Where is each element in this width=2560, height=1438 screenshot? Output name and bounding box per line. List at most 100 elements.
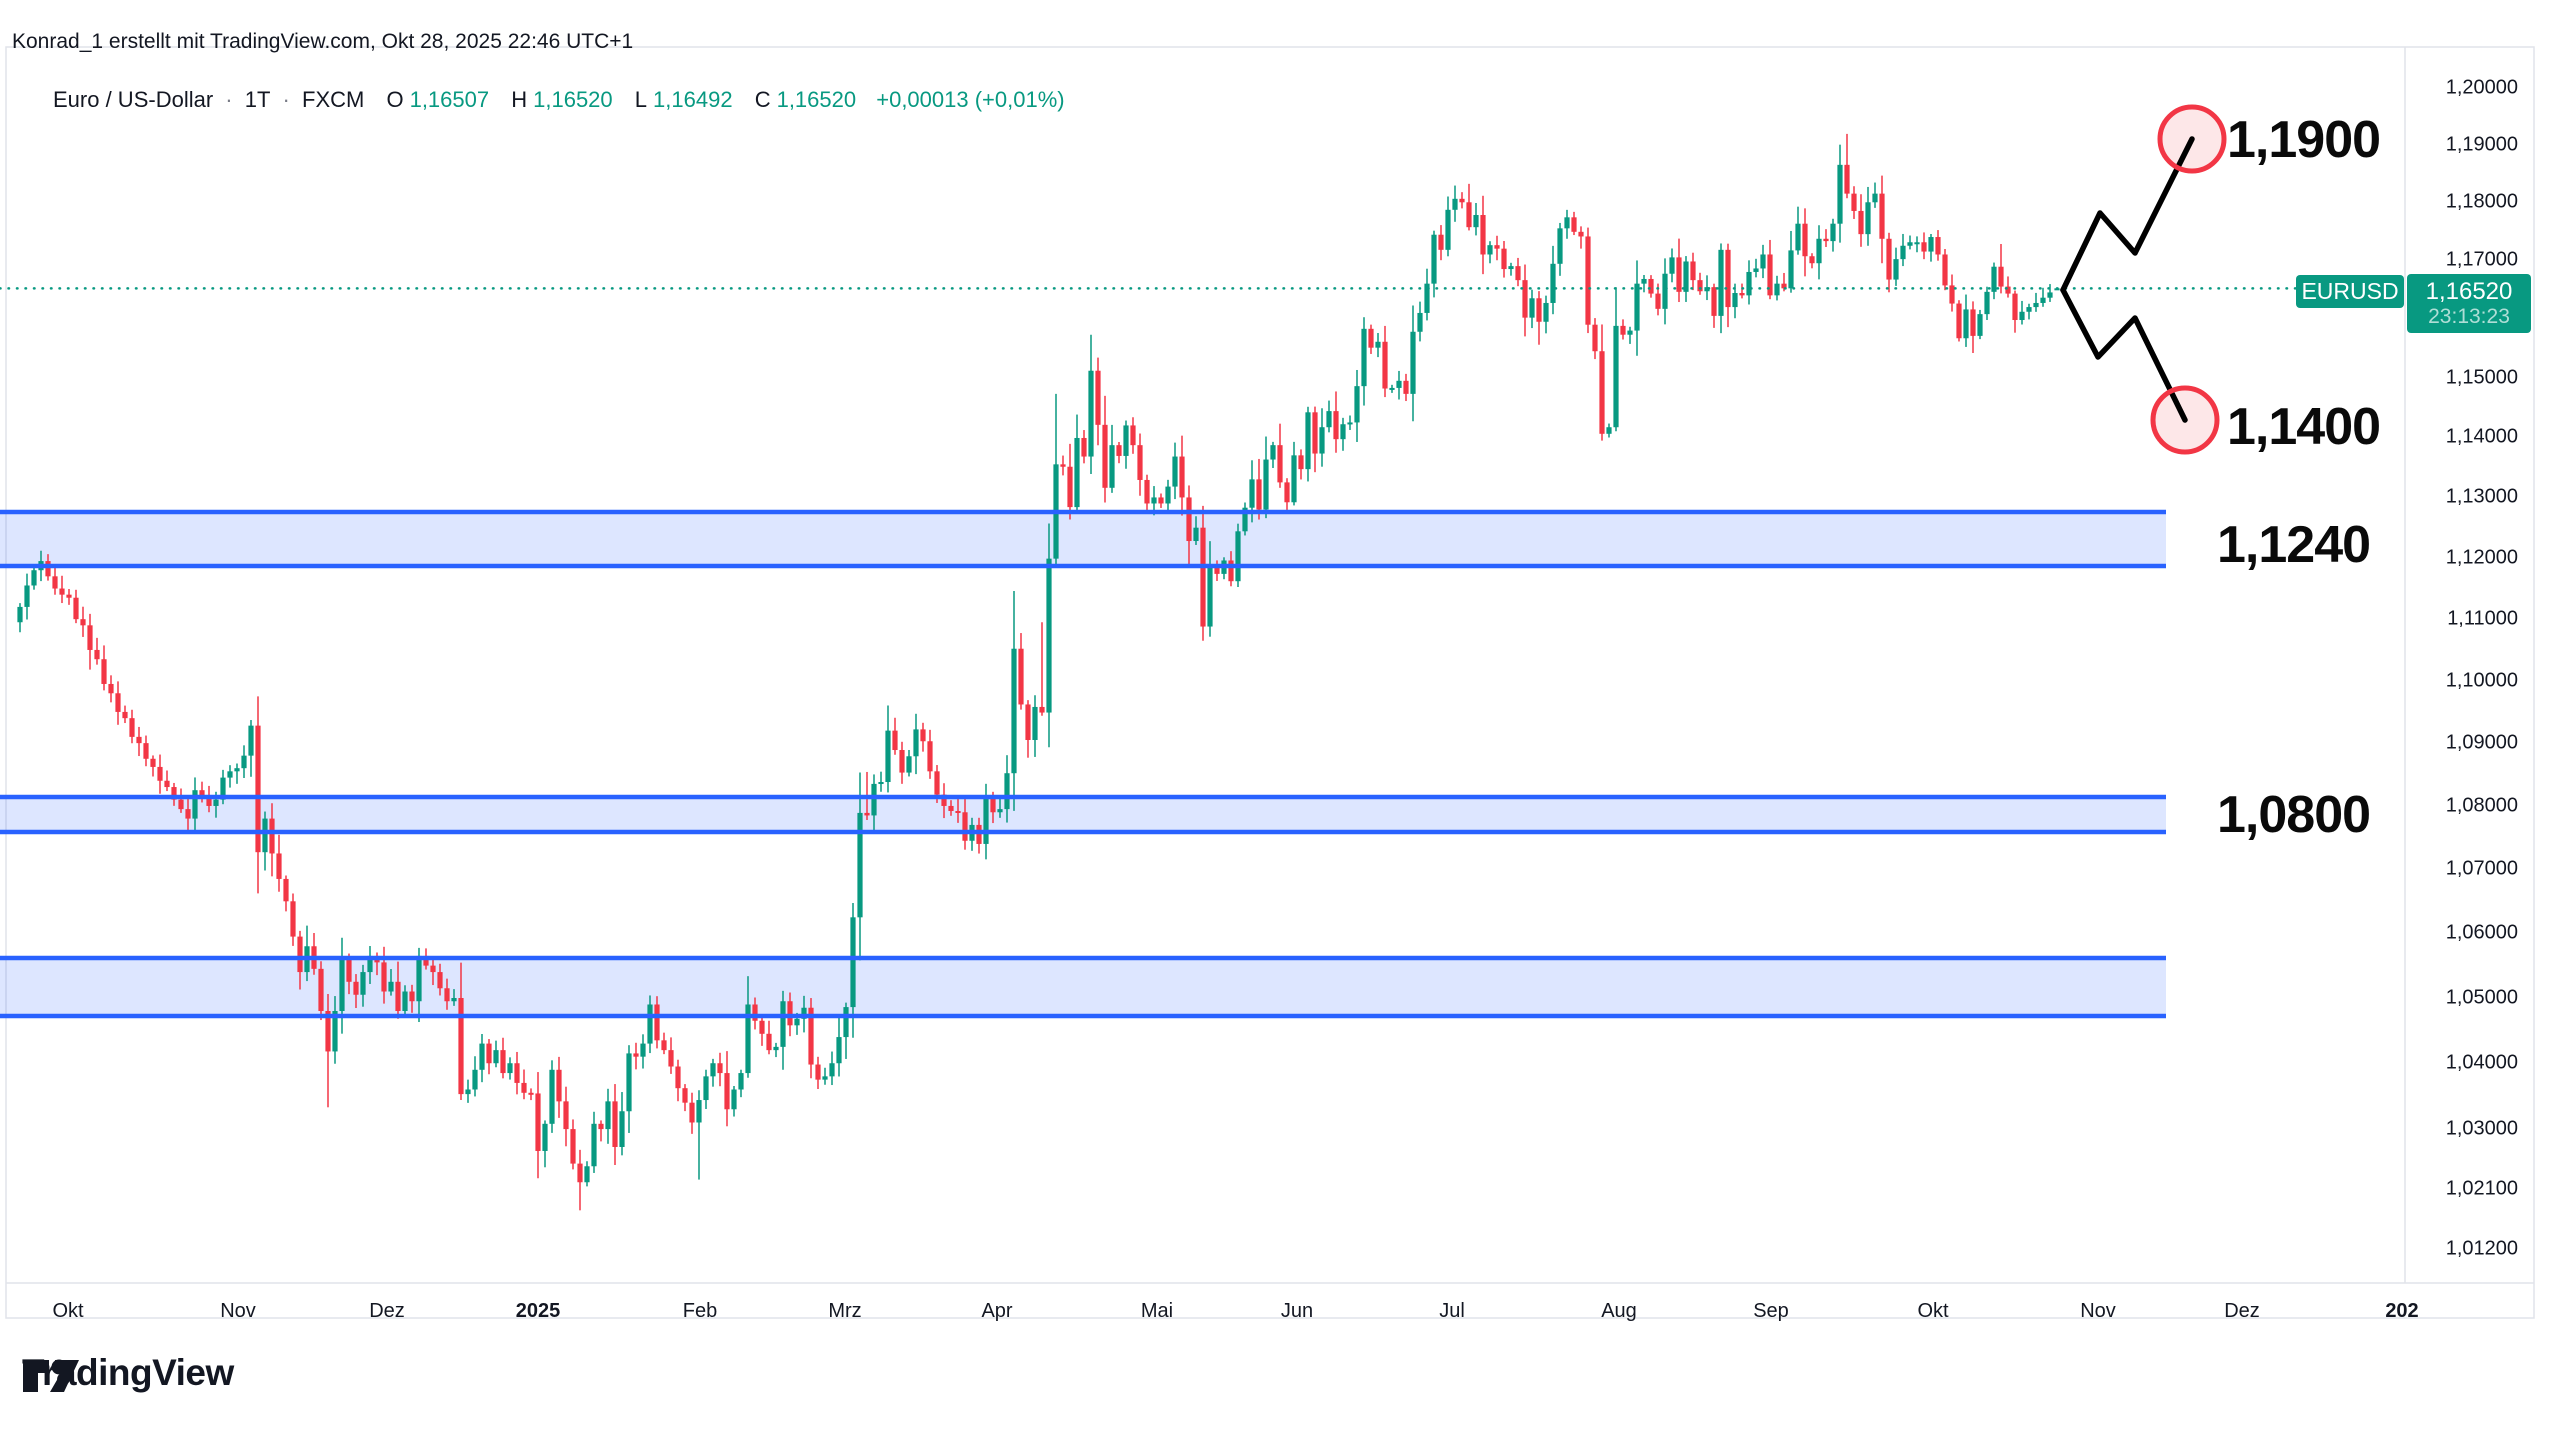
candle: [1165, 486, 1171, 504]
candle: [1305, 412, 1311, 470]
candle: [1893, 259, 1899, 280]
candle: [1459, 198, 1465, 203]
candle: [1242, 507, 1248, 532]
candle: [1837, 164, 1843, 224]
candle: [1200, 527, 1206, 627]
candle: [430, 965, 436, 973]
candle: [724, 1073, 730, 1110]
candle: [738, 1073, 744, 1090]
candle: [878, 782, 884, 785]
candle: [1914, 242, 1920, 245]
symbol-badge-text: EURUSD: [2301, 278, 2399, 304]
candle: [458, 997, 464, 1095]
candle: [500, 1050, 506, 1074]
candle: [332, 1010, 338, 1052]
candle: [1970, 309, 1976, 336]
candle: [1081, 437, 1087, 457]
candle: [213, 799, 219, 806]
candle: [1858, 210, 1864, 235]
candle: [1214, 566, 1220, 574]
candle: [640, 1043, 646, 1057]
candle: [1977, 314, 1983, 336]
candle: [2026, 307, 2032, 312]
candle: [1431, 234, 1437, 284]
candle: [1648, 278, 1654, 294]
zone-label-1124[interactable]: 1,1240: [2217, 516, 2371, 574]
zigzag-path-down[interactable]: [2060, 287, 2188, 423]
candle: [675, 1066, 681, 1089]
candle: [1998, 266, 2004, 287]
candlestick-series: [17, 133, 2060, 1211]
candle: [801, 1007, 807, 1019]
zone-label-1080[interactable]: 1,0800: [2217, 786, 2371, 844]
candle: [850, 917, 856, 1008]
candle: [1137, 445, 1143, 480]
candle: [1389, 387, 1395, 390]
candle: [1228, 560, 1234, 582]
candle: [1634, 283, 1640, 331]
price-tick-1,14000: 1,14000: [2445, 425, 2518, 448]
candle: [255, 725, 261, 853]
time-tick-2025: 2025: [515, 1300, 561, 1322]
candle: [997, 809, 1003, 813]
current-price-badge: 1,16520 23:13:23: [2407, 274, 2531, 333]
candle: [1347, 422, 1353, 425]
zigzag-annotation[interactable]: [2060, 104, 2227, 455]
candle: [1039, 706, 1045, 713]
candle: [2005, 286, 2011, 294]
candle: [584, 1166, 590, 1183]
candle: [276, 853, 282, 879]
candle: [1760, 254, 1766, 269]
zone-band-3[interactable]: [0, 958, 2166, 1016]
candle: [864, 812, 870, 816]
candle: [787, 1001, 793, 1026]
candle: [892, 730, 898, 751]
legend-separator: ·: [225, 87, 233, 112]
candle: [528, 1092, 534, 1095]
time-tick-Feb: Feb: [682, 1300, 718, 1322]
tradingview-logo[interactable]: TradingView: [22, 1352, 234, 1394]
candle: [423, 955, 429, 966]
candle: [745, 1004, 751, 1074]
candle: [948, 805, 954, 812]
zone-band-1[interactable]: [0, 512, 2166, 566]
target-circle-up[interactable]: [2157, 104, 2227, 174]
target-label-up[interactable]: 1,1900: [2227, 111, 2381, 169]
candle: [1767, 254, 1773, 296]
zigzag-path-up[interactable]: [2060, 136, 2195, 293]
target-label-down[interactable]: 1,1400: [2227, 398, 2381, 456]
candle: [1508, 266, 1514, 270]
candle: [962, 812, 968, 841]
candle: [1543, 302, 1549, 322]
candle: [388, 981, 394, 992]
target-circle-down[interactable]: [2150, 385, 2220, 455]
candle: [1396, 380, 1402, 388]
timeframe-label[interactable]: 1T: [244, 87, 271, 112]
candle: [822, 1076, 828, 1080]
candle: [339, 959, 345, 1011]
candle: [1830, 223, 1836, 242]
candle: [1361, 328, 1367, 387]
price-tick-1,20000: 1,20000: [2445, 76, 2518, 99]
symbol-name[interactable]: Euro / US-Dollar: [53, 87, 214, 112]
price-tick-1,02100: 1,02100: [2445, 1177, 2518, 1200]
ohlc-low-key: L: [634, 87, 648, 112]
candle: [920, 729, 926, 742]
candle: [682, 1088, 688, 1103]
candle: [1816, 238, 1822, 264]
candle: [654, 1004, 660, 1041]
candle: [1270, 445, 1276, 460]
price-tick-1,06000: 1,06000: [2445, 921, 2518, 944]
candle: [1613, 325, 1619, 428]
candle: [1410, 331, 1416, 394]
candle: [927, 741, 933, 772]
candle: [227, 771, 233, 778]
candle: [521, 1082, 527, 1093]
time-tick-Mrz: Mrz: [828, 1300, 862, 1322]
candle: [66, 594, 72, 598]
candle: [52, 576, 58, 589]
candle: [1466, 202, 1472, 228]
zone-band-2[interactable]: [0, 797, 2166, 832]
